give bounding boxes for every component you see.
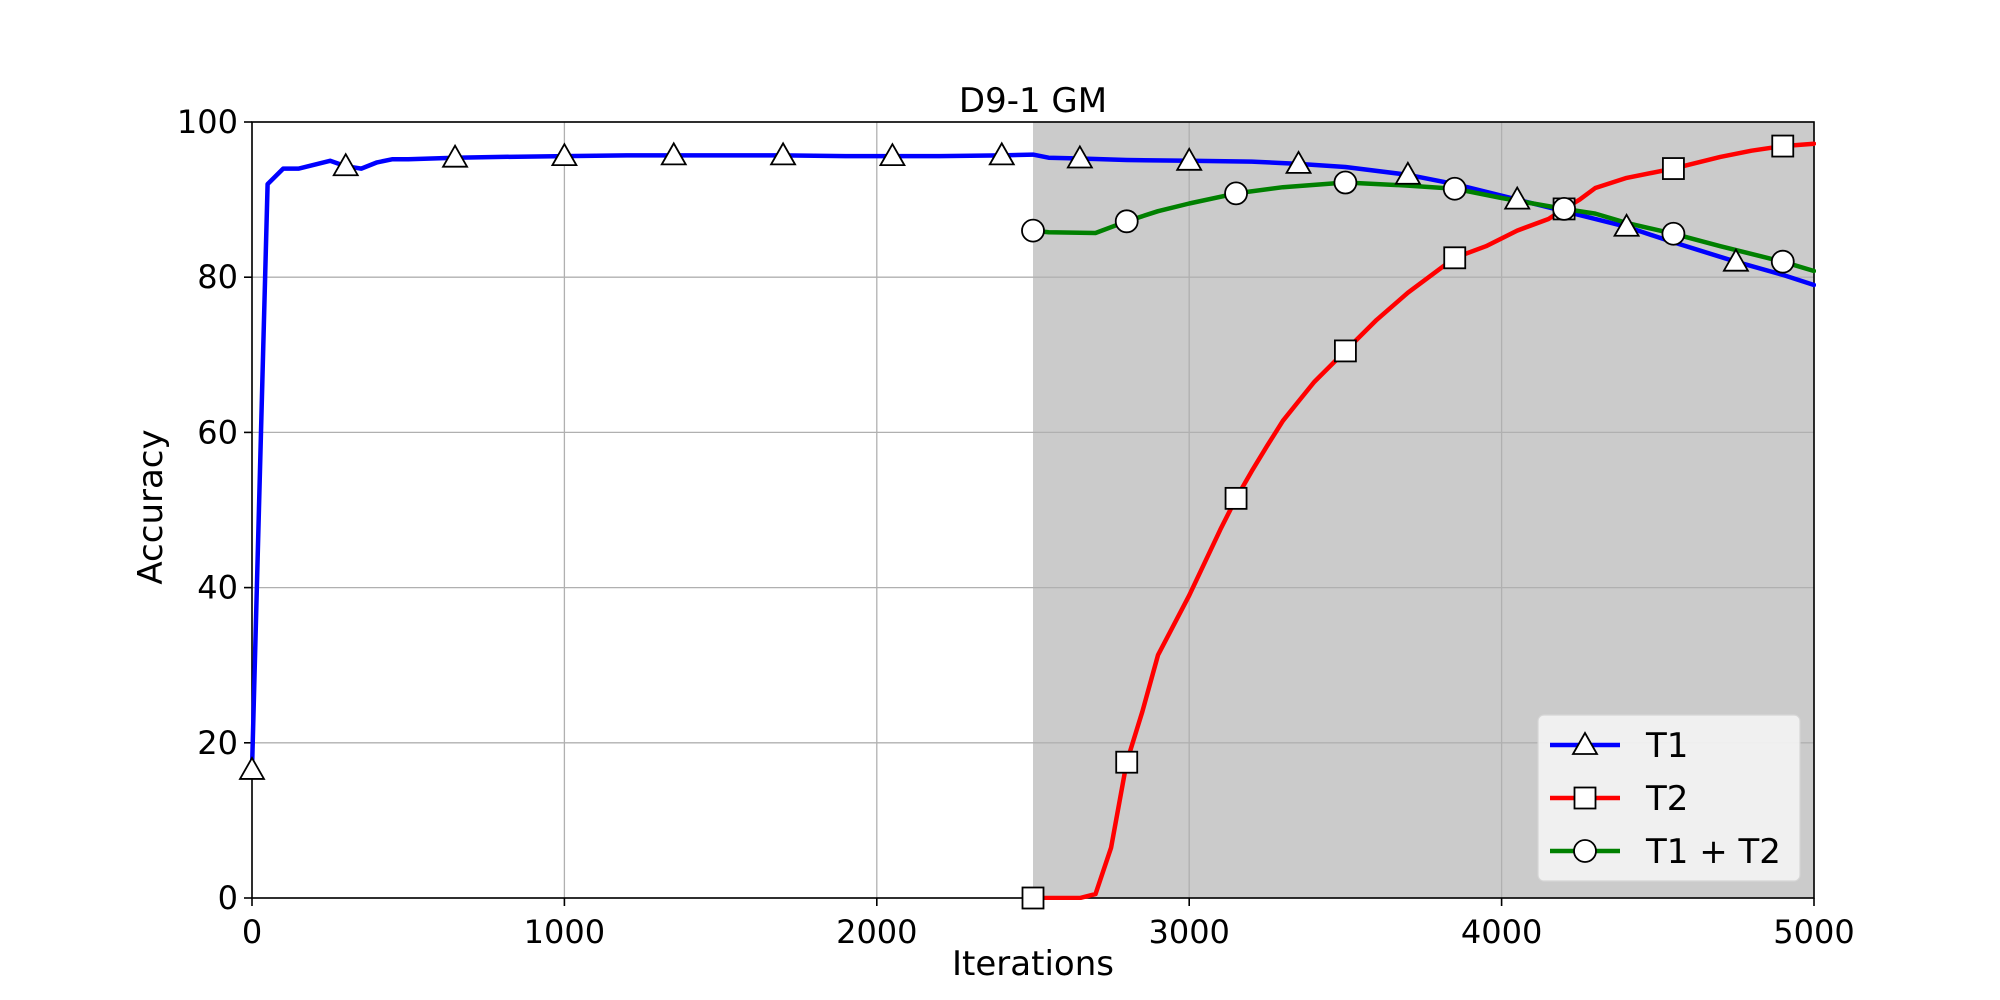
y-tick-label: 80 (197, 258, 238, 296)
y-tick-label: 0 (218, 879, 238, 917)
data-point-marker (769, 141, 797, 166)
data-point-marker (1443, 246, 1467, 270)
data-point-marker (1333, 170, 1358, 195)
data-point-marker (1175, 146, 1203, 171)
x-tick-label: 1000 (524, 913, 605, 951)
data-point-marker (1224, 486, 1248, 510)
data-point-marker (1114, 209, 1139, 234)
data-point-marker (550, 142, 578, 167)
data-point-marker (1552, 197, 1576, 221)
data-point-marker (1661, 221, 1686, 246)
legend-item: T1 + T2 (1550, 832, 1781, 872)
legend-label: T1 (1645, 726, 1688, 766)
x-tick-label: 3000 (1148, 913, 1229, 951)
y-tick-label: 40 (197, 569, 238, 607)
data-point-marker (332, 152, 360, 177)
x-tick-label: 4000 (1461, 913, 1542, 951)
data-point-marker (238, 756, 266, 780)
data-point-marker (1021, 886, 1045, 910)
legend-marker (1571, 731, 1599, 755)
data-point-marker (1021, 218, 1045, 243)
x-tick-label: 5000 (1773, 913, 1854, 951)
data-point-marker (660, 141, 688, 166)
data-point-marker (1771, 134, 1795, 158)
legend-item: T2 (1550, 779, 1688, 819)
legend-label: T1 + T2 (1645, 832, 1781, 872)
data-point-marker (1503, 185, 1531, 210)
data-point-marker (1662, 157, 1685, 180)
x-axis-label: Iterations (952, 944, 1114, 984)
data-point-marker (1442, 176, 1467, 201)
legend-marker (1573, 786, 1597, 810)
data-point-marker (878, 142, 906, 167)
chart-title: D9-1 GM (959, 81, 1107, 121)
data-point-marker (1115, 750, 1139, 774)
y-tick-label: 20 (197, 724, 238, 762)
data-point-marker (1066, 144, 1094, 169)
y-axis-label: Accuracy (131, 429, 171, 584)
series-markers (1021, 170, 1795, 274)
data-point-marker (988, 141, 1016, 166)
x-tick-label: 0 (242, 913, 262, 951)
legend-marker (1573, 839, 1597, 863)
y-tick-label: 60 (197, 413, 238, 451)
data-point-marker (1722, 247, 1750, 272)
y-tick-label: 100 (177, 103, 238, 141)
legend-box (1537, 714, 1801, 882)
data-point-marker (1770, 249, 1795, 274)
data-point-marker (1394, 160, 1422, 185)
series-markers (238, 141, 1750, 780)
x-tick-label: 2000 (836, 913, 917, 951)
data-point-marker (441, 143, 469, 168)
series-markers (1021, 134, 1795, 910)
legend-item: T1 (1550, 726, 1688, 766)
data-point-marker (1224, 181, 1248, 206)
data-point-marker (1284, 150, 1313, 174)
data-point-marker (1613, 212, 1641, 237)
legend: T1 T2 T1 + T2 (1537, 714, 1801, 882)
data-point-marker (1334, 339, 1357, 363)
legend-label: T2 (1645, 779, 1688, 819)
